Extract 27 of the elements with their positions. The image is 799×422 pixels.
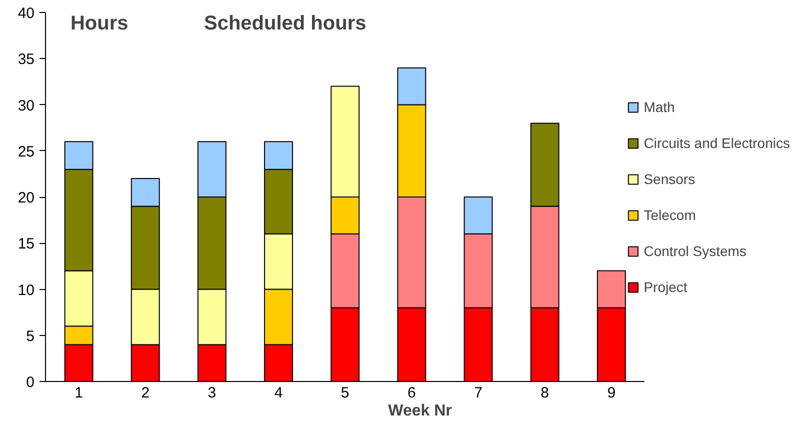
chart-title: Scheduled hours (204, 12, 366, 34)
x-tick-label: 8 (540, 384, 550, 402)
x-tick-label: 2 (141, 384, 150, 402)
legend-label: Telecom (644, 206, 696, 222)
x-tick-label: 3 (208, 384, 216, 402)
x-tick-label: 9 (607, 384, 616, 402)
y-tick-label: 35 (18, 51, 35, 68)
x-tick-label: 7 (474, 384, 482, 402)
y-tick-label: 15 (18, 236, 35, 253)
x-axis-title: Week Nr (388, 402, 452, 420)
y-tick-label: 40 (18, 5, 35, 22)
x-tick-label: 5 (340, 384, 350, 402)
y-tick-label: 30 (18, 97, 35, 114)
legend-label: Control Systems (644, 242, 746, 258)
y-axis-title: Hours (70, 12, 128, 34)
y-tick-label: 5 (26, 328, 34, 345)
y-tick-label: 20 (18, 190, 35, 206)
x-tick-label: 1 (74, 384, 83, 402)
x-tick-label: 6 (408, 384, 416, 402)
legend-label: Project (644, 278, 688, 294)
legend-label: Math (644, 98, 675, 114)
legend-label: Circuits and Electronics (644, 134, 790, 150)
x-tick-label: 4 (274, 384, 283, 402)
y-tick-label: 0 (26, 374, 34, 391)
legend-label: Sensors (644, 170, 696, 186)
y-tick-label: 10 (18, 282, 35, 299)
y-tick-label: 25 (18, 143, 35, 160)
